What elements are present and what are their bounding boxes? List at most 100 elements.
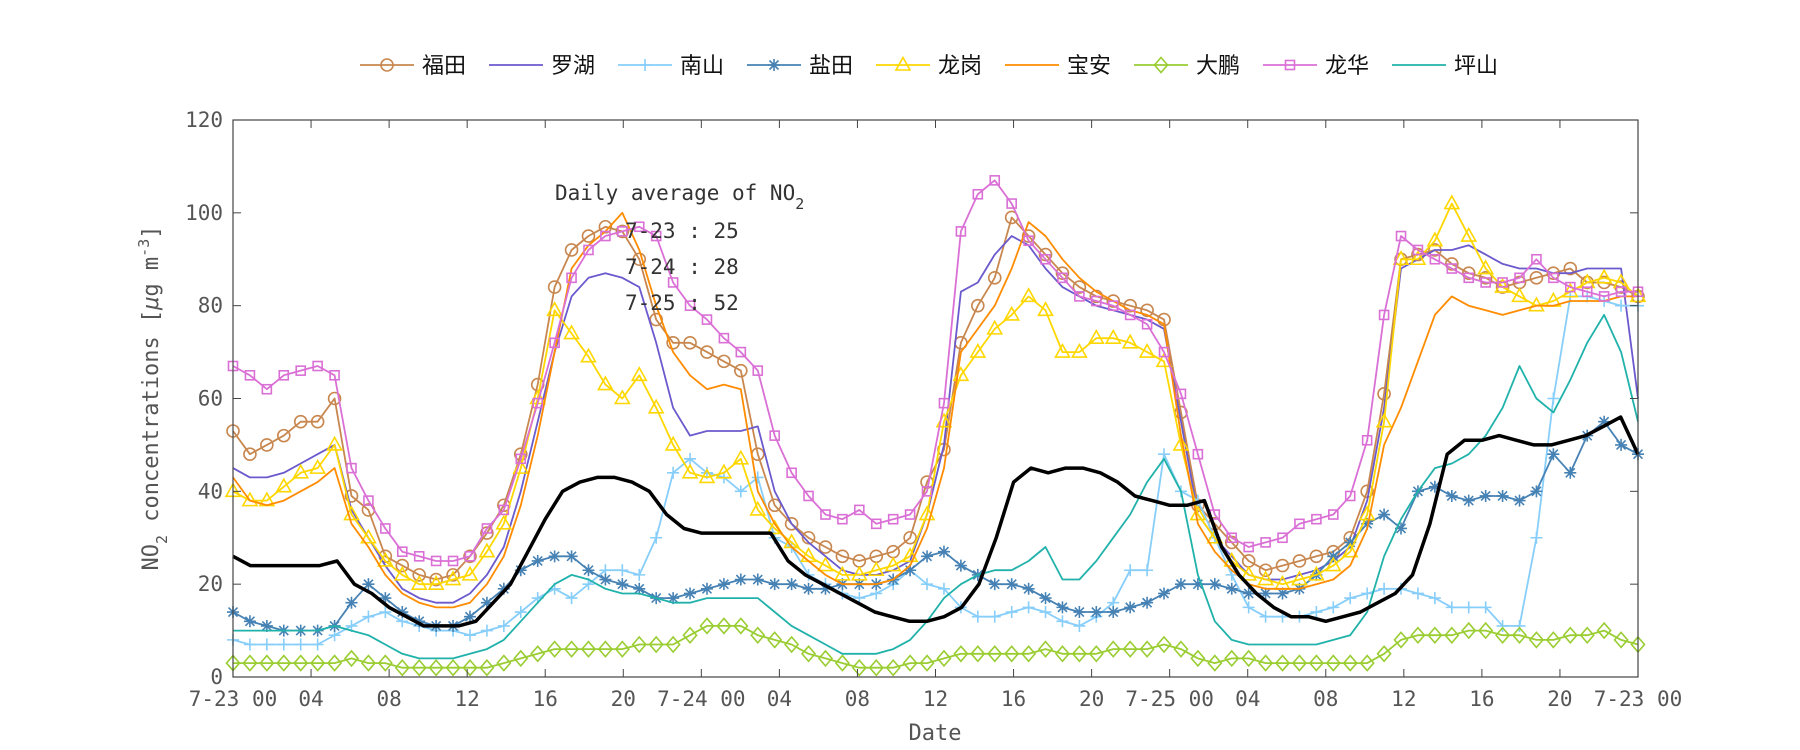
series-4-point — [1158, 587, 1171, 600]
series-8-point — [1378, 309, 1390, 321]
series-7-line — [233, 625, 1639, 669]
series-7-point — [936, 649, 952, 668]
series-3-point — [734, 485, 747, 498]
series-5-point — [444, 570, 462, 586]
series-5-point — [681, 463, 699, 479]
series-1-point — [395, 558, 410, 573]
series-5-point — [546, 301, 563, 317]
series-8-point — [1361, 434, 1373, 446]
series-8-point — [1141, 318, 1153, 330]
series-7-point — [479, 658, 495, 677]
series-4-point — [480, 596, 493, 609]
series-5-point — [698, 468, 716, 484]
series-3-point — [667, 466, 680, 479]
series-7-point — [1207, 654, 1223, 672]
series-1-point — [632, 252, 647, 267]
series-4-point — [684, 587, 697, 600]
series-3-point — [1378, 582, 1391, 595]
series-5-point — [1460, 226, 1478, 242]
series-4-point — [1496, 489, 1509, 502]
series-4-point — [1174, 578, 1187, 591]
x-tick-label: 04 — [1235, 687, 1260, 711]
series-7-point — [563, 640, 580, 658]
series-7-point — [851, 658, 867, 677]
series-4-point — [531, 554, 544, 567]
series-5-point — [1291, 570, 1308, 586]
series-7-point — [445, 658, 461, 677]
series-8-point — [870, 518, 882, 530]
series-7-point — [597, 640, 613, 658]
series-4-point — [904, 564, 917, 577]
y-tick-label: 80 — [198, 294, 223, 318]
series-5-point — [1054, 342, 1071, 358]
series-4-point — [1107, 606, 1120, 619]
series-5-point — [1003, 305, 1021, 321]
series-7-point — [1495, 626, 1511, 644]
series-4-line — [232, 420, 1639, 632]
series-3-point — [379, 606, 392, 619]
series-5-point — [613, 389, 631, 405]
series-1-line — [232, 216, 1639, 581]
x-tick-label: 7-23 00 — [1594, 687, 1683, 711]
series-4-point — [1378, 508, 1391, 521]
series-7-point — [1291, 654, 1308, 672]
series-9 — [233, 313, 1639, 660]
series-4-point — [1564, 466, 1577, 479]
y-tick-label: 100 — [185, 201, 223, 225]
series-8-point — [1480, 277, 1491, 288]
series-8-point — [786, 467, 797, 479]
series-8-point — [921, 486, 933, 497]
series-1-point — [293, 414, 308, 429]
series-4-point — [802, 582, 815, 595]
series-3-point — [1513, 619, 1526, 632]
series-1-point — [327, 391, 342, 406]
series-7-point — [1562, 626, 1578, 644]
series-6-line — [232, 211, 1638, 609]
series-7-point — [733, 617, 749, 635]
y-axis-label-unit: g m — [139, 257, 164, 297]
legend-item: 罗湖 — [489, 54, 595, 79]
series-5-point — [986, 319, 1004, 335]
series-5-point — [1341, 542, 1359, 558]
series-5-point — [834, 565, 851, 581]
series-7-point — [1579, 626, 1595, 644]
series-1-point — [1563, 261, 1578, 276]
series-3-point — [751, 471, 764, 484]
series-8-point — [1091, 295, 1102, 307]
series-7-point — [1325, 654, 1341, 672]
series-7-point — [1241, 649, 1257, 668]
series-4-point — [1005, 578, 1018, 591]
series-5-point — [1087, 329, 1105, 344]
series-8-point — [1243, 541, 1254, 553]
series-7-point — [276, 654, 292, 672]
series-5-point — [1257, 570, 1274, 586]
x-tick-label: 04 — [298, 687, 323, 711]
series-8-point — [346, 462, 357, 474]
series-1-point — [1072, 280, 1087, 294]
series-5-point — [1392, 250, 1410, 266]
series-7-point — [987, 645, 1003, 663]
series-8-point — [600, 230, 611, 242]
series-1-point — [581, 229, 596, 243]
series-7-point — [919, 654, 935, 672]
series-7-point — [1528, 631, 1544, 649]
series-4-point — [1445, 489, 1458, 502]
series-7-point — [580, 640, 597, 658]
series-7-point — [648, 635, 664, 654]
series-8-point — [1074, 291, 1085, 302]
series-3-point — [633, 568, 646, 581]
series-5-point — [715, 463, 733, 479]
series-8-point — [430, 555, 442, 567]
series-7-point — [1478, 621, 1494, 640]
series-4-point — [463, 610, 476, 623]
series-3-point — [480, 624, 493, 637]
series-5-line — [232, 202, 1639, 586]
series-4-point — [1056, 601, 1069, 614]
series-7-point — [242, 654, 258, 672]
series-5-point — [1511, 287, 1528, 303]
series-5-point — [461, 565, 479, 581]
series-5-point — [1172, 435, 1190, 451]
series-4-point — [243, 615, 256, 628]
series-4-point — [1598, 415, 1611, 428]
series-8-point — [1006, 198, 1017, 209]
